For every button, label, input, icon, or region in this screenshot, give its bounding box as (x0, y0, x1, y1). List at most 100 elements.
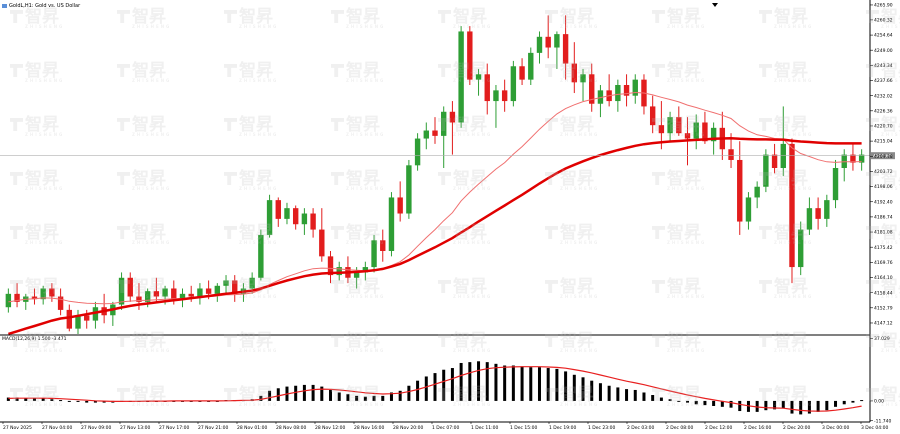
watermark-logo-icon (759, 388, 772, 401)
macd-bar (860, 400, 864, 402)
macd-bar (485, 362, 489, 401)
watermark-subtext: ZHISHENG (560, 294, 600, 299)
macd-bar (346, 394, 350, 401)
watermark-text: 智昇 (239, 277, 273, 297)
candle-body (144, 291, 151, 302)
watermark-logo-icon (759, 118, 772, 131)
macd-bar (24, 398, 28, 401)
watermark-logo-icon (117, 388, 130, 401)
watermark-text: 智昇 (25, 223, 59, 243)
candle-body (676, 117, 682, 134)
macd-bar (294, 385, 298, 401)
watermark-subtext: ZHISHENG (774, 240, 814, 245)
macd-bar (15, 397, 19, 401)
macd-bar (816, 400, 820, 412)
candle-body (301, 213, 308, 225)
macd-bar (6, 397, 10, 401)
watermark-subtext: ZHISHENG (239, 132, 279, 137)
watermark-logo-icon (545, 388, 558, 401)
macd-bar (50, 399, 54, 401)
time-tick-label: 27 Nov 2025 (3, 425, 32, 431)
macd-bar (276, 388, 280, 401)
price-tick-label: 4169.76 (874, 260, 893, 266)
watermark-text: 智昇 (132, 169, 166, 189)
candle-body (589, 74, 595, 104)
time-tick-label: 27 Nov 04:00 (42, 425, 72, 431)
candle-body (458, 31, 464, 123)
macd-bar (694, 400, 698, 405)
price-tick-label: 4260.32 (874, 17, 893, 23)
candle-body (571, 63, 578, 83)
watermark-subtext: ZHISHENG (774, 294, 814, 299)
watermark-subtext: ZHISHENG (25, 348, 65, 353)
macd-bar (32, 398, 36, 401)
watermark-text: 智昇 (25, 115, 59, 135)
time-tick-label: 1 Dec 07:00 (432, 425, 460, 431)
watermark-logo-icon (652, 10, 665, 23)
watermark-logo-icon (331, 172, 344, 185)
watermark-subtext: ZHISHENG (132, 78, 172, 83)
watermark-text: 智昇 (132, 61, 166, 81)
watermark-text: 智昇 (774, 7, 808, 27)
candle-body (423, 130, 429, 139)
watermark-subtext: ZHISHENG (346, 402, 386, 407)
watermark-subtext: ZHISHENG (346, 78, 386, 83)
watermark-logo-icon (759, 226, 772, 239)
macd-bar (598, 383, 602, 401)
candle-body (397, 197, 403, 214)
watermark-subtext: ZHISHENG (239, 240, 279, 245)
macd-bar (842, 400, 846, 405)
candle-body (858, 154, 865, 163)
price-tick-label: 4243.34 (874, 63, 893, 69)
macd-bar (659, 397, 663, 401)
macd-bar (407, 385, 411, 401)
watermark-text: 智昇 (560, 385, 594, 405)
candle-body (249, 277, 255, 289)
candle-body (754, 186, 760, 198)
watermark-text: 智昇 (346, 61, 380, 81)
candle-body (266, 200, 273, 235)
macd-bar (320, 386, 324, 401)
candle-body (832, 168, 839, 201)
macd-bar (738, 400, 742, 412)
watermark-text: 智昇 (774, 169, 808, 189)
candle-body (536, 36, 543, 53)
watermark-subtext: ZHISHENG (346, 24, 386, 29)
candle-body (205, 288, 212, 294)
watermark-subtext: ZHISHENG (881, 402, 900, 407)
candle-body (284, 208, 290, 219)
macd-bar (363, 396, 367, 401)
watermark-subtext: ZHISHENG (239, 24, 279, 29)
candle-body (850, 154, 856, 163)
macd-bar (477, 361, 481, 401)
watermark-subtext: ZHISHENG (132, 348, 172, 353)
watermark-logo-icon (866, 388, 879, 401)
price-tick-label: 4249.00 (874, 48, 893, 54)
watermark-logo-icon (224, 172, 237, 185)
price-tick-label: 4220.70 (874, 124, 893, 130)
watermark-text: 智昇 (239, 7, 273, 27)
watermark-logo-icon (10, 10, 23, 23)
time-tick-label: 2 Dec 16:00 (744, 425, 772, 431)
watermark-logo-icon (117, 334, 130, 347)
watermark-logo-icon (438, 118, 451, 131)
macd-signal-line (8, 366, 862, 412)
macd-bar (268, 390, 272, 401)
watermark-subtext: ZHISHENG (774, 348, 814, 353)
watermark-text: 智昇 (132, 277, 166, 297)
macd-bar (703, 400, 707, 406)
macd-bar (651, 395, 655, 401)
watermark-subtext: ZHISHENG (774, 24, 814, 29)
